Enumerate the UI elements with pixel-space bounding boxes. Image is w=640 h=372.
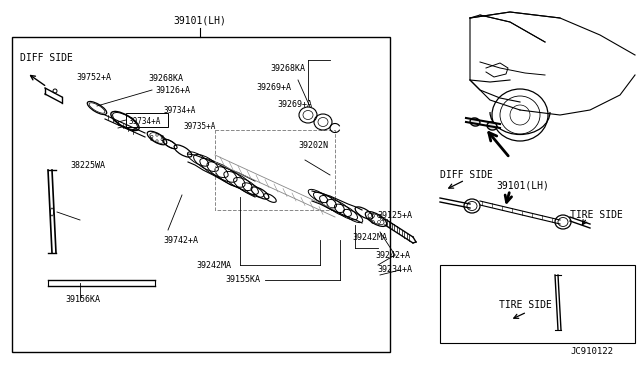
Text: 39735+A: 39735+A: [183, 122, 216, 131]
Text: 38225WA: 38225WA: [70, 160, 105, 170]
Text: TIRE SIDE: TIRE SIDE: [570, 210, 623, 220]
Text: 39202N: 39202N: [298, 141, 328, 150]
Text: 39242+A: 39242+A: [375, 250, 410, 260]
Text: 39101(LH): 39101(LH): [496, 180, 549, 190]
Text: 39125+A: 39125+A: [377, 211, 412, 219]
Bar: [126, 113, 168, 127]
Text: 39752+A: 39752+A: [76, 73, 111, 81]
Text: 39269+A: 39269+A: [256, 83, 291, 92]
Text: DIFF SIDE: DIFF SIDE: [20, 53, 73, 63]
Text: JC910122: JC910122: [570, 347, 613, 356]
Text: DIFF SIDE: DIFF SIDE: [440, 170, 493, 180]
Text: 39268KA: 39268KA: [148, 74, 183, 83]
Text: 39742+A: 39742+A: [163, 235, 198, 244]
Text: 39126+A: 39126+A: [155, 86, 190, 94]
Text: 39734+A: 39734+A: [163, 106, 195, 115]
Bar: [12, 37, 390, 352]
Text: 39269+A: 39269+A: [277, 99, 312, 109]
Bar: [215, 130, 335, 210]
Ellipse shape: [470, 118, 480, 126]
Bar: [440, 265, 635, 343]
Text: 39155KA: 39155KA: [225, 276, 260, 285]
Text: 39242MA: 39242MA: [196, 260, 231, 269]
Text: 39734+A: 39734+A: [128, 116, 161, 125]
Text: TIRE SIDE: TIRE SIDE: [499, 300, 552, 310]
Ellipse shape: [487, 122, 497, 130]
Text: 39234+A: 39234+A: [377, 266, 412, 275]
Text: 39101(LH): 39101(LH): [173, 15, 227, 25]
Text: 39268KA: 39268KA: [270, 64, 305, 73]
Text: 39242MA: 39242MA: [352, 232, 387, 241]
Text: 39156KA: 39156KA: [65, 295, 100, 305]
